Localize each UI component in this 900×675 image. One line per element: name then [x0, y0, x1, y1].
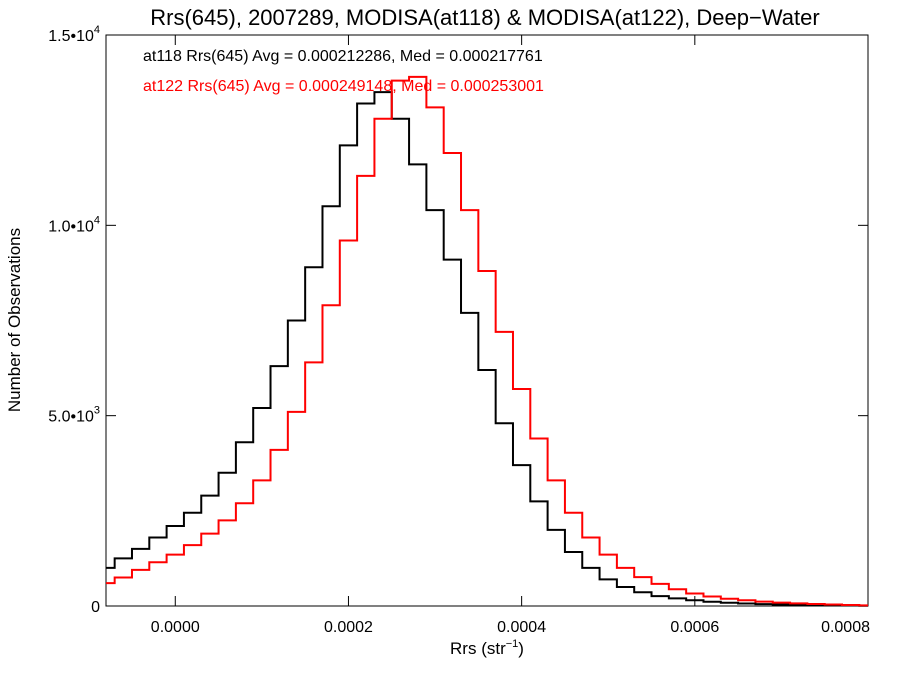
y-tick-label: 5.0•103: [48, 405, 100, 426]
x-axis-label: Rrs (str−1): [450, 638, 524, 658]
x-axis-ticks: 0.0000 0.0002 0.0004 0.0006 0.0008: [151, 35, 870, 636]
x-axis-label-main: Rrs (str: [450, 639, 506, 658]
x-axis-label-close: ): [518, 639, 524, 658]
series-line-at122: [106, 75, 868, 607]
y-axis-ticks: 0 5.0•103 1.0•104 1.5•104: [48, 24, 868, 616]
y-tick-label: 1.5•104: [48, 24, 100, 45]
x-tick-label: 0.0000: [151, 619, 200, 636]
x-tick-label: 0.0006: [670, 619, 719, 636]
legend-at122-stats: at122 Rrs(645) Avg = 0.000249148, Med = …: [143, 78, 544, 95]
series-line-at118: [106, 91, 868, 607]
y-tick-label: 0: [91, 599, 100, 616]
x-tick-label: 0.0008: [821, 619, 870, 636]
x-tick-label: 0.0002: [324, 619, 373, 636]
y-tick-label: 1.0•104: [48, 214, 100, 235]
x-tick-label: 0.0004: [497, 619, 546, 636]
plot-frame: [105, 34, 869, 607]
chart-title: Rrs(645), 2007289, MODISA(at118) & MODIS…: [150, 5, 819, 30]
y-axis-label: Number of Observations: [5, 228, 24, 412]
legend-at118-stats: at118 Rrs(645) Avg = 0.000212286, Med = …: [143, 48, 543, 65]
x-axis-label-exponent: −1: [506, 638, 519, 650]
series-layer: [106, 75, 868, 607]
